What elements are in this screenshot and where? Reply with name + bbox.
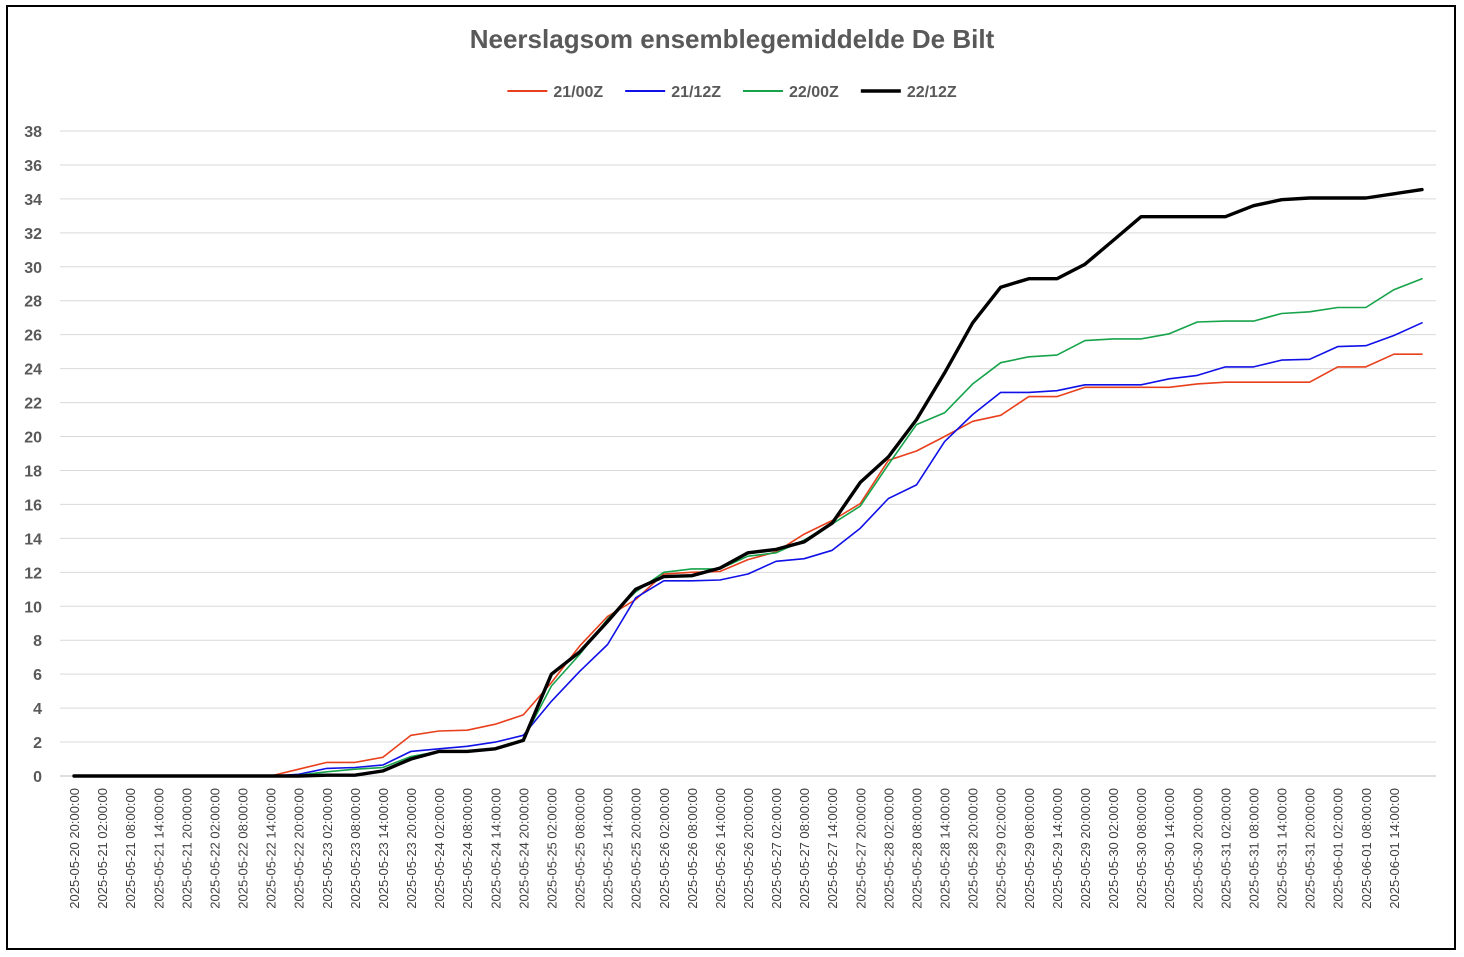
y-tick-label: 14	[24, 531, 42, 548]
y-tick-label: 36	[24, 158, 42, 175]
x-tick-label: 2025-05-23 08:00:00	[348, 788, 363, 909]
y-tick-label: 4	[33, 701, 42, 718]
x-tick-label: 2025-05-26 14:00:00	[713, 788, 728, 909]
x-tick-label: 2025-05-27 02:00:00	[769, 788, 784, 909]
x-tick-label: 2025-05-24 02:00:00	[432, 788, 447, 909]
x-tick-label: 2025-05-29 20:00:00	[1078, 788, 1093, 909]
x-tick-label: 2025-05-24 20:00:00	[516, 788, 531, 909]
x-tick-label: 2025-05-28 02:00:00	[881, 788, 896, 909]
y-tick-label: 26	[24, 328, 42, 345]
legend-label: 21/00Z	[553, 84, 603, 101]
x-tick-label: 2025-05-31 14:00:00	[1275, 788, 1290, 909]
series-line-22-12z	[72, 187, 1424, 778]
x-tick-label: 2025-05-30 14:00:00	[1162, 788, 1177, 909]
y-tick-label: 20	[24, 430, 42, 447]
legend-label: 22/12Z	[907, 84, 957, 101]
x-tick-label: 2025-05-25 20:00:00	[629, 788, 644, 909]
x-tick-label: 2025-06-01 08:00:00	[1359, 788, 1374, 909]
x-tick-label: 2025-05-23 14:00:00	[376, 788, 391, 909]
x-tick-label: 2025-05-21 02:00:00	[95, 788, 110, 909]
y-tick-label: 12	[24, 565, 42, 582]
chart-frame	[6, 5, 1456, 950]
y-tick-label: 30	[24, 260, 42, 277]
x-tick-label: 2025-06-01 14:00:00	[1387, 788, 1402, 909]
x-tick-label: 2025-05-29 14:00:00	[1050, 788, 1065, 909]
series-line-21-00z	[73, 353, 1423, 777]
x-tick-label: 2025-05-22 08:00:00	[236, 788, 251, 909]
x-tick-label: 2025-05-22 14:00:00	[264, 788, 279, 909]
y-tick-label: 6	[33, 667, 42, 684]
x-tick-label: 2025-05-29 08:00:00	[1022, 788, 1037, 909]
series-line-22-00z	[73, 277, 1423, 777]
x-tick-label: 2025-05-28 08:00:00	[909, 788, 924, 909]
x-tick-label: 2025-05-31 02:00:00	[1218, 788, 1233, 909]
x-tick-label: 2025-05-27 08:00:00	[797, 788, 812, 909]
x-tick-label: 2025-05-25 08:00:00	[573, 788, 588, 909]
y-tick-label: 0	[33, 769, 42, 786]
x-tick-label: 2025-05-25 14:00:00	[601, 788, 616, 909]
y-tick-label: 16	[24, 497, 42, 514]
y-tick-label: 22	[24, 396, 42, 413]
x-tick-label: 2025-05-21 14:00:00	[151, 788, 166, 909]
x-tick-label: 2025-06-01 02:00:00	[1331, 788, 1346, 909]
x-tick-label: 2025-05-31 20:00:00	[1303, 788, 1318, 909]
x-tick-label: 2025-05-26 08:00:00	[685, 788, 700, 909]
x-tick-label: 2025-05-21 08:00:00	[123, 788, 138, 909]
x-tick-label: 2025-05-24 14:00:00	[488, 788, 503, 909]
x-tick-label: 2025-05-25 02:00:00	[544, 788, 559, 909]
legend-label: 21/12Z	[671, 84, 721, 101]
x-tick-label: 2025-05-30 20:00:00	[1190, 788, 1205, 909]
x-tick-label: 2025-05-22 02:00:00	[207, 788, 222, 909]
legend-label: 22/00Z	[789, 84, 839, 101]
y-tick-label: 34	[24, 192, 42, 209]
x-tick-label: 2025-05-20 20:00:00	[67, 788, 82, 909]
x-tick-label: 2025-05-23 20:00:00	[404, 788, 419, 909]
x-tick-label: 2025-05-30 02:00:00	[1106, 788, 1121, 909]
x-tick-label: 2025-05-24 08:00:00	[460, 788, 475, 909]
chart-title: Neerslagsom ensemblegemiddelde De Bilt	[469, 24, 995, 54]
x-tick-label: 2025-05-27 20:00:00	[853, 788, 868, 909]
y-tick-label: 2	[33, 735, 42, 752]
x-tick-label: 2025-05-23 02:00:00	[320, 788, 335, 909]
y-tick-label: 38	[24, 124, 42, 141]
x-tick-label: 2025-05-21 20:00:00	[179, 788, 194, 909]
y-tick-label: 24	[24, 362, 42, 379]
x-tick-label: 2025-05-30 08:00:00	[1134, 788, 1149, 909]
x-tick-label: 2025-05-26 20:00:00	[741, 788, 756, 909]
x-tick-label: 2025-05-29 02:00:00	[994, 788, 1009, 909]
x-tick-label: 2025-05-28 14:00:00	[938, 788, 953, 909]
x-tick-label: 2025-05-22 20:00:00	[292, 788, 307, 909]
y-tick-label: 18	[24, 463, 42, 480]
y-tick-label: 32	[24, 226, 42, 243]
y-tick-label: 28	[24, 294, 42, 311]
x-tick-label: 2025-05-28 20:00:00	[966, 788, 981, 909]
y-tick-label: 8	[33, 633, 42, 650]
x-tick-label: 2025-05-26 02:00:00	[657, 788, 672, 909]
x-tick-label: 2025-05-27 14:00:00	[825, 788, 840, 909]
x-tick-label: 2025-05-31 08:00:00	[1246, 788, 1261, 909]
y-tick-label: 10	[24, 599, 42, 616]
